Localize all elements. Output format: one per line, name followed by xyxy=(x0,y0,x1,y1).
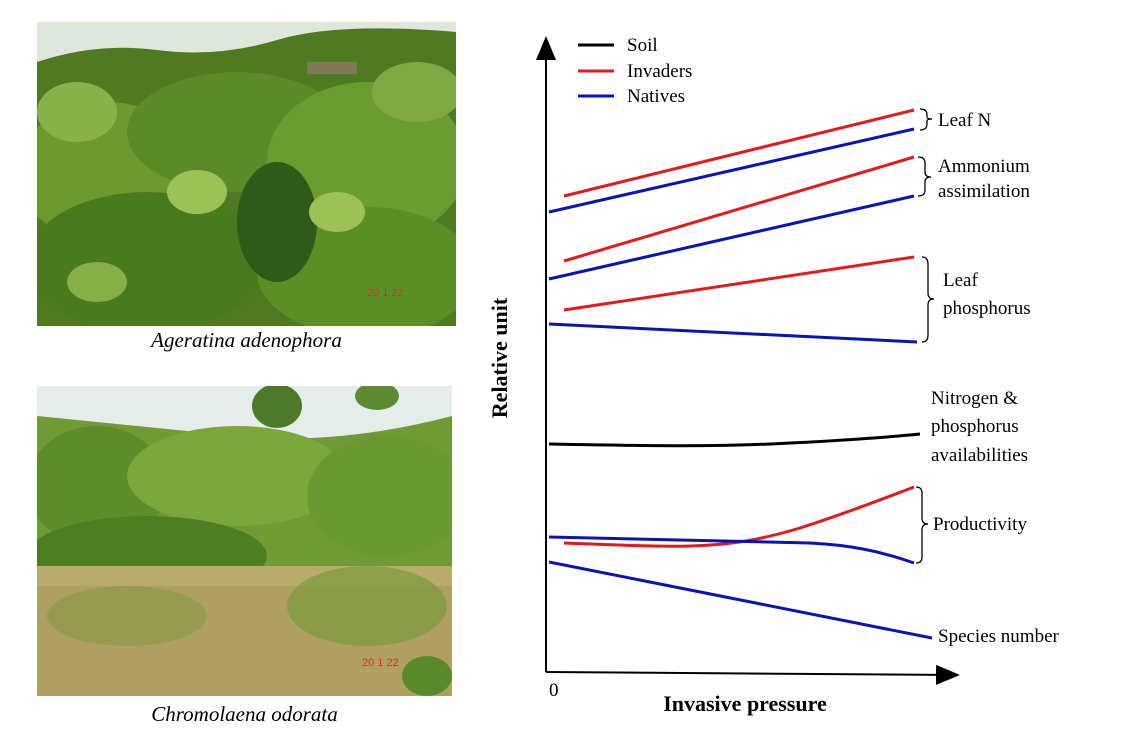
availability-label-line3: availabilities xyxy=(931,445,1028,466)
ageratina-caption: Ageratina adenophora xyxy=(151,328,342,352)
species-number-label: Species number xyxy=(938,626,1060,647)
soil-availability-line xyxy=(548,432,921,448)
chromolaena-caption: Chromolaena odorata xyxy=(151,702,338,726)
leaf-p-label-line1: Leaf xyxy=(943,270,978,291)
availability-label-line1: Nitrogen & xyxy=(931,388,1018,409)
leaf-n-label: Leaf N xyxy=(938,110,992,131)
origin-label: 0 xyxy=(549,680,559,701)
species-number-line xyxy=(548,560,933,640)
leaf-p-bracket xyxy=(921,256,935,343)
ammonium-bracket xyxy=(917,156,932,197)
ammonium-label-line2: assimilation xyxy=(938,181,1030,202)
x-axis xyxy=(545,664,960,685)
leaf-n-natives-line xyxy=(548,127,915,214)
productivity-natives-line xyxy=(548,535,915,565)
leaf-n-invaders-line xyxy=(563,108,915,198)
ammonium-natives-line xyxy=(548,194,915,281)
legend-invaders-label: Invaders xyxy=(627,61,692,82)
chromolaena-date-stamp: 20 1 22 xyxy=(362,657,399,669)
chromolaena-photo: 20 1 22 xyxy=(37,386,452,696)
leaf-p-natives-line xyxy=(548,322,918,344)
ammonium-invaders-line xyxy=(563,155,915,263)
ageratina-date-stamp: 20 1 22 xyxy=(367,287,404,299)
productivity-bracket xyxy=(915,486,929,564)
y-axis-label: Relative unit xyxy=(487,297,512,418)
leaf-p-invaders-line xyxy=(563,255,915,312)
leaf-p-label-line2: phosphorus xyxy=(943,298,1031,319)
x-axis-label: Invasive pressure xyxy=(663,691,827,716)
ageratina-photo-art: 20 1 22 xyxy=(37,22,456,326)
leaf-n-bracket xyxy=(919,108,933,131)
legend-natives-label: Natives xyxy=(627,86,685,107)
availability-label-line2: phosphorus xyxy=(931,416,1019,437)
productivity-label: Productivity xyxy=(933,514,1027,535)
chromolaena-photo-art: 20 1 22 xyxy=(37,386,452,696)
legend-soil-label: Soil xyxy=(627,35,658,56)
ageratina-photo: 20 1 22 xyxy=(37,22,456,326)
ammonium-label-line1: Ammonium xyxy=(938,156,1030,177)
